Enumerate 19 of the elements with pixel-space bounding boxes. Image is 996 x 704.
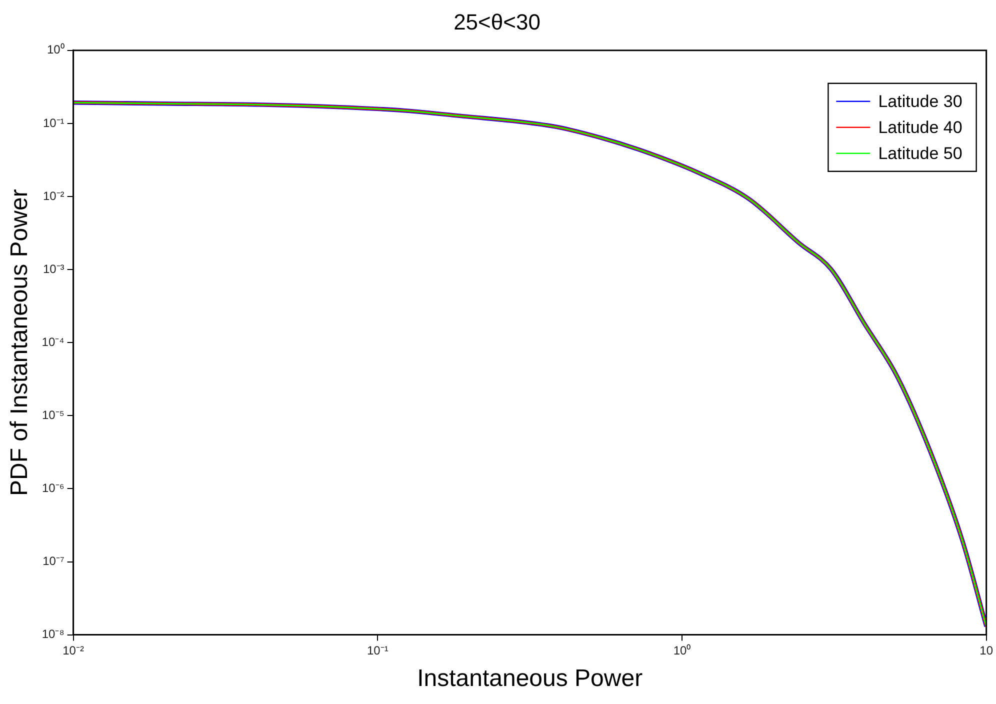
legend-label: Latitude 30 (878, 92, 962, 112)
y-tick-label: 10⁻¹ (42, 116, 64, 130)
x-tick-label: 10⁻² (62, 643, 84, 658)
x-tick-label: 10 (980, 643, 994, 658)
chart-title: 25<θ<30 (454, 9, 540, 34)
y-tick-label: 10⁻² (42, 188, 64, 203)
x-tick-label: 10⁻¹ (366, 643, 388, 658)
y-tick-label: 10⁻⁴ (42, 334, 64, 349)
y-tick-label: 10⁻⁵ (42, 408, 64, 422)
y-tick-label: 10⁻⁶ (42, 481, 64, 496)
y-tick-label: 10⁻³ (42, 262, 64, 276)
legend-label: Latitude 50 (878, 144, 962, 164)
x-axis-title: Instantaneous Power (417, 665, 643, 692)
y-tick-label: 10⁻⁸ (42, 627, 64, 642)
y-axis-title: PDF of Instantaneous Power (6, 189, 34, 496)
y-tick-label: 10⁻⁷ (42, 554, 64, 568)
legend-label: Latitude 40 (878, 118, 962, 138)
y-tick-label: 10⁰ (46, 42, 64, 57)
x-tick-label: 10⁰ (673, 643, 691, 658)
